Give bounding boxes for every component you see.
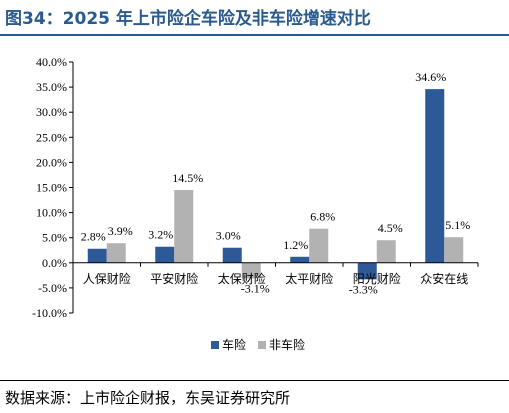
x-category-label: 平安财险 — [150, 271, 198, 286]
bar-non-auto-5 — [376, 240, 396, 263]
source-note: 数据来源：上市险企财报，东吴证券研究所 — [5, 389, 291, 407]
y-tick-label: 25.0% — [36, 130, 67, 144]
y-axis: -10.0% -5.0% 0.0% 5.0% 10.0% 15.0% 20.0% 25.0% 3… — [32, 55, 74, 320]
legend-swatch — [211, 341, 219, 349]
y-tick-label: 0.0% — [42, 256, 67, 270]
data-label: 3.0% — [216, 229, 241, 243]
bars — [87, 89, 464, 280]
bar-auto-6 — [425, 89, 445, 263]
x-category-label: 人保财险 — [83, 271, 131, 286]
bar-non-auto-3 — [241, 262, 261, 279]
y-tick-label: 15.0% — [36, 181, 67, 195]
bar-non-auto-2 — [174, 190, 194, 263]
data-labels: 2.8% 3.9% 3.2% 14.5% 3.0% -3.1% 1.2%6.8% -3.3% 4… — [81, 70, 471, 296]
y-tick-label: 40.0% — [36, 55, 67, 69]
y-tick-label: -5.0% — [38, 281, 67, 295]
legend-label: 车险 — [222, 337, 246, 352]
y-tick-label: 10.0% — [36, 206, 67, 220]
data-label: 2.8% — [81, 230, 106, 244]
y-tick-label: -10.0% — [32, 306, 67, 320]
data-label: 5.1% — [445, 218, 470, 232]
y-tick-label: 20.0% — [36, 155, 67, 169]
title-divider — [0, 34, 509, 36]
bar-auto-3 — [222, 247, 242, 263]
data-label: 3.9% — [108, 224, 133, 238]
legend: 车险 非车险 — [211, 337, 305, 352]
data-label: -3.3% — [349, 282, 378, 296]
bar-chart: -10.0% -5.0% 0.0% 5.0% 10.0% 15.0% 20.0% 25.0% 3… — [32, 55, 479, 352]
y-tick-label: 35.0% — [36, 80, 67, 94]
bar-non-auto-4 — [309, 228, 329, 263]
data-label: 6.8% — [310, 210, 335, 224]
y-tick-label: 30.0% — [36, 105, 67, 119]
legend-label: 非车险 — [269, 337, 305, 352]
bar-auto-5 — [357, 262, 377, 280]
x-category-label: 太保财险 — [218, 271, 266, 286]
bar-auto-4 — [290, 256, 310, 263]
data-label: 4.5% — [378, 221, 403, 235]
data-label: 14.5% — [172, 171, 203, 185]
legend-swatch — [258, 341, 266, 349]
x-axis: 人保财险 平安财险 太保财险 太平财险 阳光财险 众安在线 — [72, 262, 479, 286]
x-category-label: 众安在线 — [420, 271, 468, 286]
x-category-label: 太平财险 — [285, 271, 333, 286]
data-label: 3.2% — [148, 228, 173, 242]
bar-non-auto-6 — [444, 237, 464, 263]
source-divider — [0, 380, 509, 381]
bar-auto-2 — [155, 246, 175, 263]
x-category-label: 阳光财险 — [353, 271, 401, 286]
figure-title: 图34：2025 年上市险企车险及非车险增速对比 — [5, 9, 371, 29]
data-label: 1.2% — [283, 238, 308, 252]
data-label: -3.1% — [241, 281, 270, 295]
y-tick-label: 5.0% — [42, 231, 67, 245]
bar-auto-1 — [87, 248, 107, 263]
data-label: 34.6% — [415, 70, 446, 84]
bar-non-auto-1 — [106, 243, 126, 263]
